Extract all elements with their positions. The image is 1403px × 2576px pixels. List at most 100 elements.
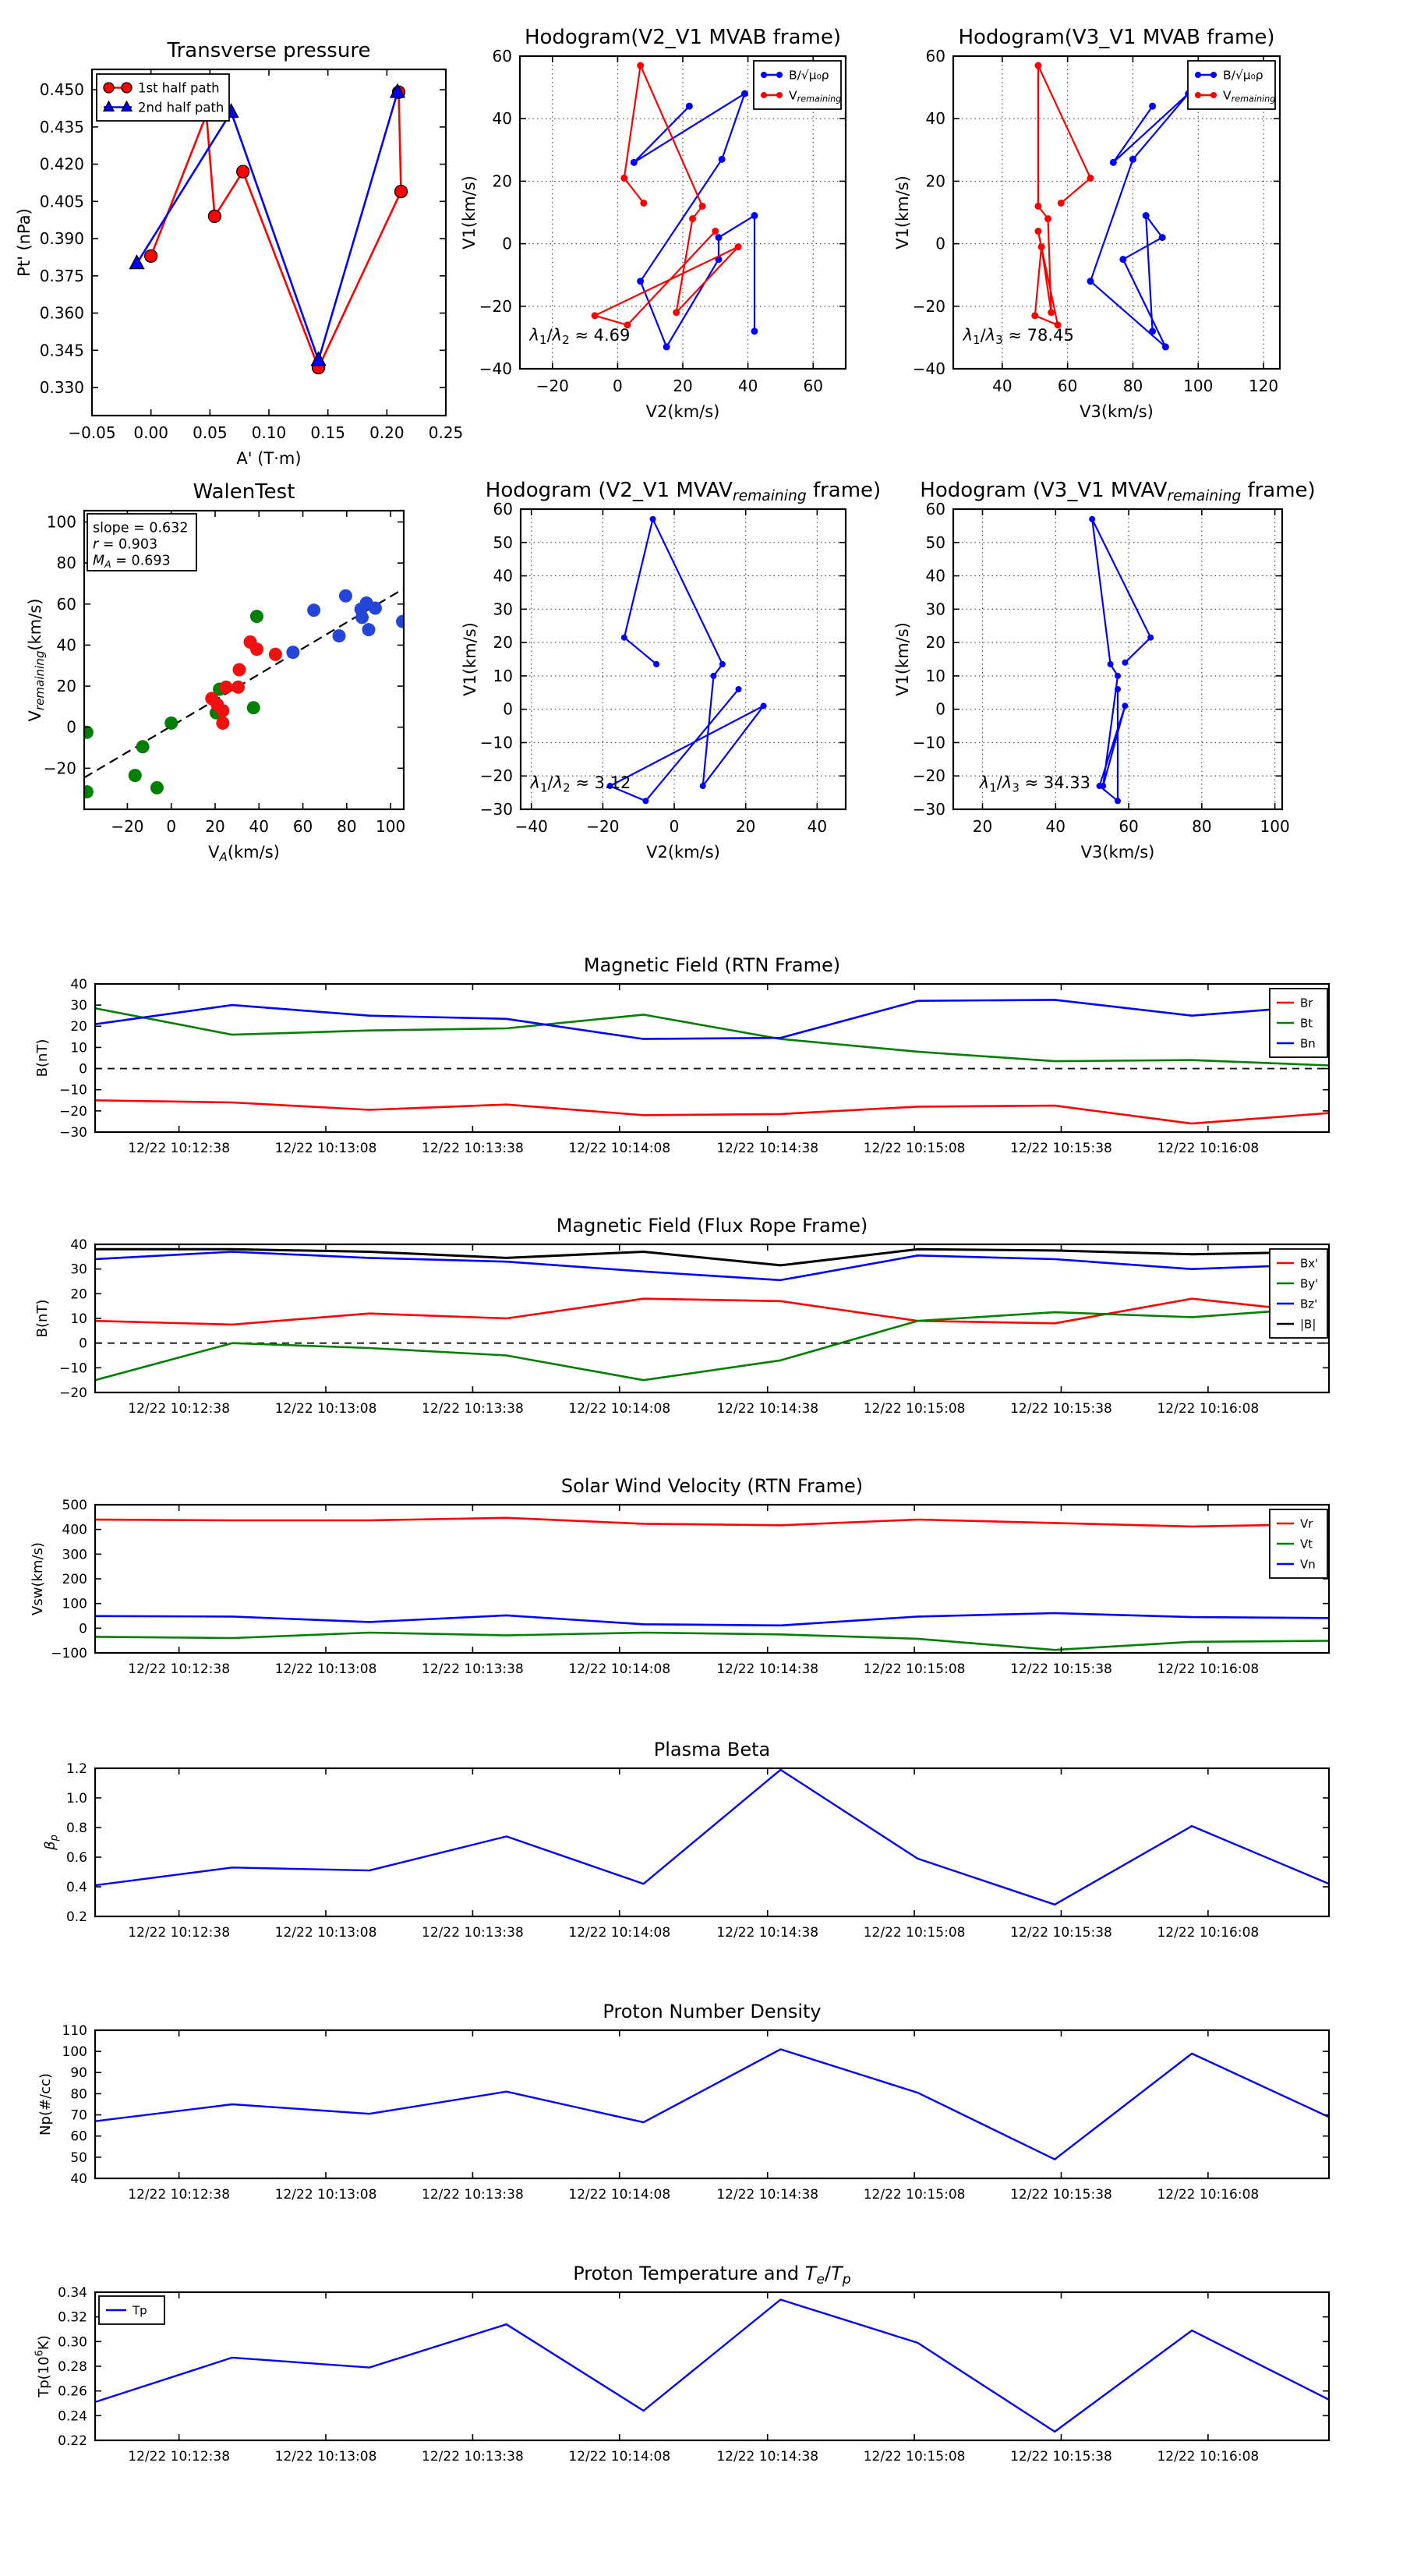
legend: Vr Vt Vn xyxy=(1269,1509,1328,1579)
y-tick-label: 0.405 xyxy=(40,192,84,211)
y-tick-label: 0.375 xyxy=(40,267,84,285)
x-tick-label: 12/22 10:15:08 xyxy=(864,2449,966,2465)
y-tick-label: 40 xyxy=(493,109,512,128)
circle-marker xyxy=(712,228,719,235)
circle-marker xyxy=(286,646,300,660)
stats-box-frame xyxy=(87,513,197,571)
y-tick-label: 60 xyxy=(926,47,945,65)
circle-marker xyxy=(735,686,742,692)
x-tick-label: 12/22 10:15:38 xyxy=(1010,1141,1112,1156)
x-tick-label: 0 xyxy=(166,817,176,836)
y-tick-label: 40 xyxy=(57,635,76,654)
y-tick-label: 0 xyxy=(935,700,945,719)
x-axis-label: V2(km/s) xyxy=(646,843,720,862)
x-tick-label: 0.20 xyxy=(369,423,405,442)
legend-label: By' xyxy=(1300,1276,1318,1290)
x-tick-label: 12/22 10:14:38 xyxy=(716,1141,818,1156)
y-axis-label: V1(km/s) xyxy=(893,622,912,696)
series-Np xyxy=(94,2048,1330,2160)
circle-marker xyxy=(83,725,94,739)
chart-title: Hodogram (V2_V1 MVAVremaining frame) xyxy=(486,479,881,504)
circle-marker xyxy=(715,234,723,242)
y-tick-label: 500 xyxy=(62,1498,87,1513)
circle-marker xyxy=(1057,199,1065,207)
y-tick-label: 0.26 xyxy=(58,2384,87,2400)
legend-box xyxy=(1187,60,1276,110)
chart-transverse-pressure: −0.05 0.00 0.05 0.10 0.15 0.20 0.25 0.330 0.345 0… xyxy=(15,39,463,468)
y-tick-label: 0 xyxy=(66,718,76,737)
circle-marker xyxy=(1122,659,1129,666)
x-tick-label: 12/22 10:16:08 xyxy=(1157,1925,1259,1941)
y-tick-label: 20 xyxy=(493,633,513,652)
circle-marker xyxy=(1142,212,1150,220)
x-tick-label: 20 xyxy=(973,817,992,836)
y-axis-label: B(nT) xyxy=(34,1300,51,1338)
circle-marker xyxy=(128,769,142,783)
x-axis-label: V3(km/s) xyxy=(1081,843,1155,862)
y-tick-label: 0 xyxy=(79,1062,87,1077)
y-tick-label: −30 xyxy=(59,1125,87,1141)
circle-marker xyxy=(332,629,346,643)
circle-marker xyxy=(734,243,742,251)
y-tick-label: 70 xyxy=(70,2108,87,2124)
y-tick-label: 60 xyxy=(493,47,512,65)
x-tick-label: 12/22 10:12:38 xyxy=(128,2187,230,2203)
y-tick-label: 110 xyxy=(62,2023,87,2039)
y-tick-label: −40 xyxy=(479,359,512,378)
legend-label: Tp xyxy=(132,2303,147,2317)
circle-marker xyxy=(219,680,233,694)
stats-line: r = 0.903 xyxy=(93,537,157,553)
x-tick-label: 80 xyxy=(1123,377,1143,395)
y-tick-label: 20 xyxy=(493,172,512,190)
circle-marker xyxy=(637,62,645,69)
legend-label: B/√μ₀ρ xyxy=(789,68,829,82)
circle-marker xyxy=(1210,92,1217,98)
y-tick-label: 0 xyxy=(502,235,512,253)
y-tick-label: −20 xyxy=(44,759,76,777)
legend-box xyxy=(753,60,842,110)
x-tick-label: −20 xyxy=(586,817,619,836)
y-axis-label: Tp(106K) xyxy=(34,2335,52,2397)
y-tick-label: 0.24 xyxy=(58,2408,87,2424)
x-tick-label: 12/22 10:15:38 xyxy=(1010,2449,1112,2465)
circle-marker xyxy=(1107,660,1114,667)
y-tick-label: −10 xyxy=(480,733,513,752)
chart-title: WalenTest xyxy=(193,480,295,504)
series-V-remaining xyxy=(593,64,740,326)
x-tick-label: 12/22 10:16:08 xyxy=(1157,2449,1259,2465)
chart-proton-temperature: 12/22 10:12:38 12/22 10:13:08 12/22 10:13:… xyxy=(34,2263,1331,2465)
circle-marker xyxy=(653,660,660,667)
legend-label: B/√μ₀ρ xyxy=(1223,68,1263,82)
circle-marker xyxy=(396,614,405,628)
y-tick-label: 0.450 xyxy=(40,80,84,99)
y-tick-label: 0.330 xyxy=(40,378,84,397)
series-V-remaining xyxy=(1034,64,1092,326)
x-tick-label: 120 xyxy=(1249,377,1278,395)
series-B-sqrt-mu0rho xyxy=(633,92,756,348)
chart-plasma-beta: 12/22 10:12:38 12/22 10:13:08 12/22 10:13:… xyxy=(42,1739,1331,1941)
chart-solar-wind-velocity: 12/22 10:12:38 12/22 10:13:08 12/22 10:13:… xyxy=(30,1475,1331,1677)
stats-line: slope = 0.632 xyxy=(93,521,188,536)
legend-label: 1st half path xyxy=(138,80,220,95)
legend-label: Vn xyxy=(1300,1557,1316,1571)
circle-marker xyxy=(1048,309,1055,317)
x-tick-label: 40 xyxy=(992,377,1012,395)
y-axis-label: B(nT) xyxy=(34,1039,51,1077)
circle-marker xyxy=(620,634,627,641)
circle-marker xyxy=(718,155,726,163)
y-tick-label: 400 xyxy=(62,1523,87,1538)
circle-marker xyxy=(1119,256,1127,264)
x-tick-label: 12/22 10:15:08 xyxy=(864,2187,966,2203)
y-tick-label: 30 xyxy=(70,998,87,1014)
axes-frame xyxy=(94,1767,1331,1918)
x-tick-label: 12/22 10:13:08 xyxy=(275,2187,377,2203)
y-tick-label: −10 xyxy=(59,1083,87,1099)
y-tick-label: 20 xyxy=(70,1286,87,1302)
series-group xyxy=(94,999,1330,1125)
x-tick-label: 12/22 10:14:38 xyxy=(716,1925,818,1941)
series-Vt xyxy=(94,1631,1330,1651)
chart-title: Hodogram(V2_V1 MVAB frame) xyxy=(525,26,841,49)
chart-walen-test: −20 0 20 40 60 80 100 −20 0 20 40 60 80 100 WalenTest V… xyxy=(26,480,405,864)
y-tick-label: 300 xyxy=(62,1547,87,1562)
